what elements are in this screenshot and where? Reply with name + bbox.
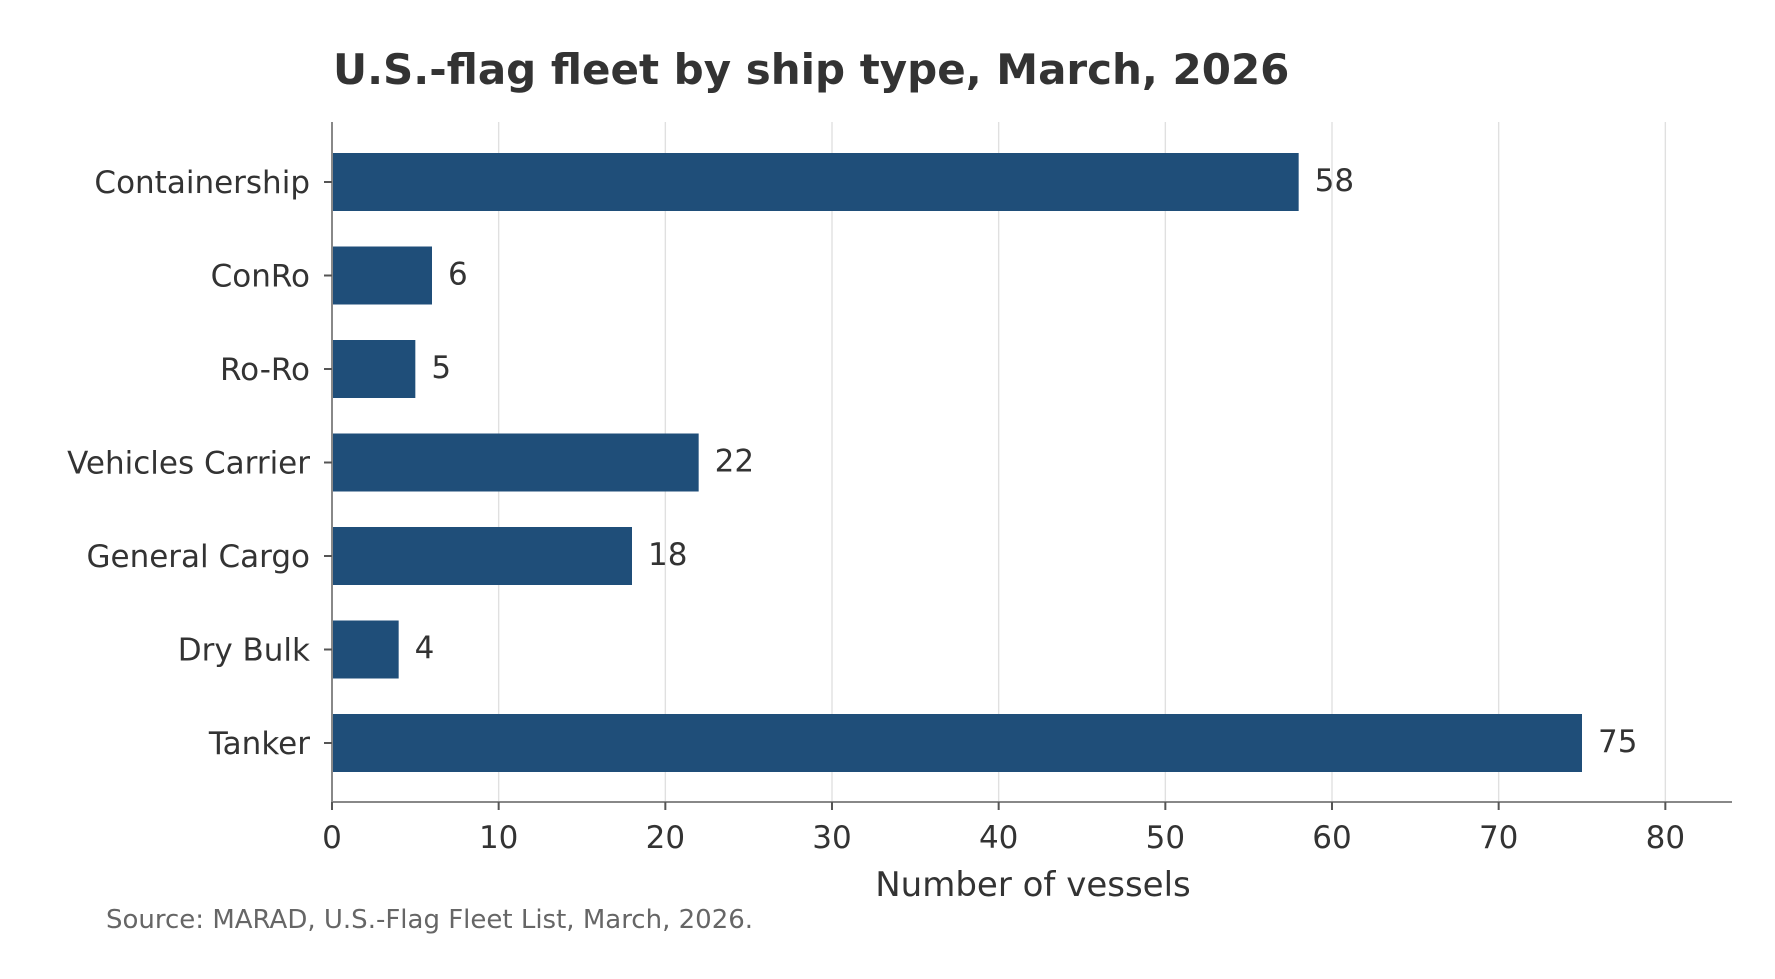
x-tick-label-70: 70 bbox=[1479, 820, 1518, 856]
data-label-vehicles-carrier: 22 bbox=[715, 444, 754, 480]
x-tick-label-20: 20 bbox=[646, 820, 685, 856]
x-tick-label-10: 10 bbox=[479, 820, 518, 856]
y-tick-label-general-cargo: General Cargo bbox=[86, 539, 310, 575]
y-tick-label-tanker: Tanker bbox=[208, 726, 310, 762]
bars bbox=[332, 153, 1582, 772]
bar-ro-ro bbox=[332, 340, 416, 398]
data-labels: 58 6 5 22 18 4 75 bbox=[415, 163, 1638, 760]
y-tick-label-vehicles-carrier: Vehicles Carrier bbox=[67, 446, 310, 482]
bar-vehicles-carrier bbox=[332, 433, 699, 492]
data-label-general-cargo: 18 bbox=[648, 537, 687, 573]
x-tick-label-80: 80 bbox=[1646, 820, 1685, 856]
y-tick-label-containership: Containership bbox=[94, 165, 310, 201]
x-tick-label-50: 50 bbox=[1146, 820, 1185, 856]
gridlines bbox=[497, 122, 1667, 802]
x-axis-ticks: 0 10 20 30 40 50 60 70 80 bbox=[322, 802, 1685, 856]
bar-tanker bbox=[332, 714, 1582, 772]
bar-conro bbox=[332, 246, 432, 305]
y-tick-label-conro: ConRo bbox=[211, 259, 310, 295]
x-tick-label-30: 30 bbox=[812, 820, 851, 856]
data-label-containership: 58 bbox=[1315, 163, 1354, 199]
data-label-ro-ro: 5 bbox=[431, 350, 451, 386]
y-axis-ticks: Containership ConRo Ro-Ro Vehicles Carrier G… bbox=[67, 165, 332, 762]
bar-containership bbox=[332, 153, 1299, 211]
data-label-tanker: 75 bbox=[1598, 724, 1637, 760]
data-label-dry-bulk: 4 bbox=[415, 631, 435, 667]
y-tick-label-ro-ro: Ro-Ro bbox=[220, 352, 310, 388]
data-label-conro: 6 bbox=[448, 257, 468, 293]
bar-general-cargo bbox=[332, 527, 632, 585]
x-tick-label-60: 60 bbox=[1312, 820, 1351, 856]
y-tick-label-dry-bulk: Dry Bulk bbox=[178, 633, 310, 669]
bar-dry-bulk bbox=[332, 620, 399, 679]
chart-title: U.S.-flag fleet by ship type, March, 202… bbox=[333, 45, 1289, 94]
x-tick-label-0: 0 bbox=[322, 820, 342, 856]
source-note: Source: MARAD, U.S.-Flag Fleet List, Mar… bbox=[106, 905, 753, 935]
x-tick-label-40: 40 bbox=[979, 820, 1018, 856]
x-axis-title: Number of vessels bbox=[875, 865, 1191, 905]
